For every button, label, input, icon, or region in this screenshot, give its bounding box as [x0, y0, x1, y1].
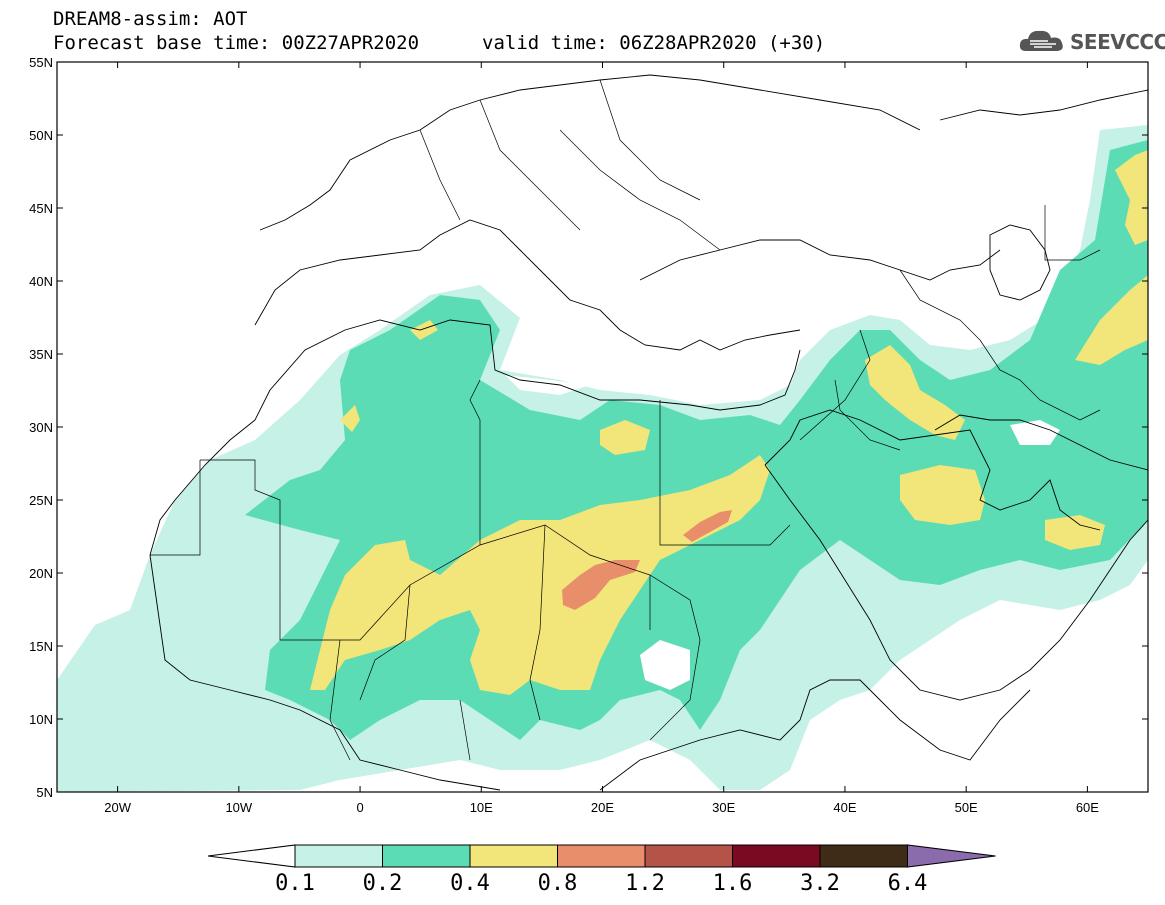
aot-band-0.4-g: [600, 420, 650, 455]
colorbar-swatch: [644, 844, 733, 868]
aot-field: [57, 125, 1148, 792]
aot-band-0.2: [245, 140, 1148, 740]
lon-tick-label: 20E: [591, 800, 614, 815]
lat-tick-label: 25N: [29, 493, 53, 508]
aot-band-0.4-b: [865, 345, 965, 440]
lon-tick-label: 0: [356, 800, 363, 815]
lon-tick-label: 20W: [104, 800, 131, 815]
aot-clear-2: [505, 375, 590, 395]
aot-band-0.8-a: [562, 560, 640, 610]
colorbar-label: 0.1: [275, 871, 315, 896]
lon-tick-label: 50E: [955, 800, 978, 815]
aot-band-0.4-c: [900, 465, 985, 525]
lon-tick-label: 10E: [470, 800, 493, 815]
aot-clear-3: [1010, 420, 1060, 445]
colorbar-swatch: [382, 844, 471, 868]
lat-tick-label: 50N: [29, 128, 53, 143]
map-title: DREAM8-assim: AOT: [53, 8, 248, 30]
colorbar-label: 1.6: [713, 871, 753, 896]
colorbar-swatch: [732, 844, 821, 868]
colorbar-swatch: [557, 844, 646, 868]
axis-ticks: [57, 61, 1148, 793]
cloud-icon: [1019, 30, 1063, 51]
lon-tick-label: 10W: [225, 800, 252, 815]
aot-band-0.4-h: [340, 405, 360, 432]
borders: [150, 79, 1101, 761]
aot-band-0.4-f: [1115, 150, 1148, 245]
latitude-labels: 5N 10N 15N 20N 25N 30N 35N 40N 45N 50N 55N: [29, 55, 53, 800]
aot-band-0.4-i: [410, 320, 438, 340]
aot-band-0.4-e: [1075, 275, 1148, 365]
aot-band-0.4-d: [1045, 515, 1105, 550]
lat-tick-label: 20N: [29, 566, 53, 581]
colorbar-underflow: [207, 844, 296, 868]
lat-tick-label: 35N: [29, 347, 53, 362]
colorbar-overflow: [907, 844, 996, 868]
lon-tick-label: 60E: [1076, 800, 1099, 815]
aot-clear-1: [640, 640, 690, 690]
lon-tick-label: 40E: [833, 800, 856, 815]
lat-tick-label: 55N: [29, 55, 53, 70]
colorbar-label: 0.8: [538, 871, 578, 896]
colorbar-label: 3.2: [800, 871, 840, 896]
lat-tick-label: 5N: [36, 785, 53, 800]
lon-tick-label: 30E: [712, 800, 735, 815]
valid-time: valid time: 06Z28APR2020 (+30): [482, 32, 826, 54]
logo-text: SEEVCCC: [1070, 30, 1165, 54]
colorbar-swatch: [469, 844, 558, 868]
lat-tick-label: 30N: [29, 420, 53, 435]
colorbar: 0.1 0.2 0.4 0.8 1.2 1.6 3.2 6.4: [207, 844, 996, 896]
forecast-base-time: Forecast base time: 00Z27APR2020: [53, 32, 420, 54]
colorbar-swatch: [294, 844, 383, 868]
colorbar-swatch: [819, 844, 908, 868]
lat-tick-label: 10N: [29, 712, 53, 727]
coastlines: [149, 74, 1148, 791]
colorbar-label: 0.4: [450, 871, 490, 896]
colorbar-label: 1.2: [625, 871, 665, 896]
aot-band-0.4-a: [310, 455, 770, 695]
seevccc-logo: SEEVCCC: [1018, 26, 1165, 56]
longitude-labels: 20W 10W 0 10E 20E 30E 40E 50E 60E: [104, 800, 1099, 815]
lat-tick-label: 40N: [29, 274, 53, 289]
colorbar-label: 0.2: [363, 871, 403, 896]
aot-band-0.8-b: [683, 510, 732, 542]
lat-tick-label: 15N: [29, 639, 53, 654]
colorbar-label: 6.4: [888, 871, 928, 896]
lat-tick-label: 45N: [29, 201, 53, 216]
